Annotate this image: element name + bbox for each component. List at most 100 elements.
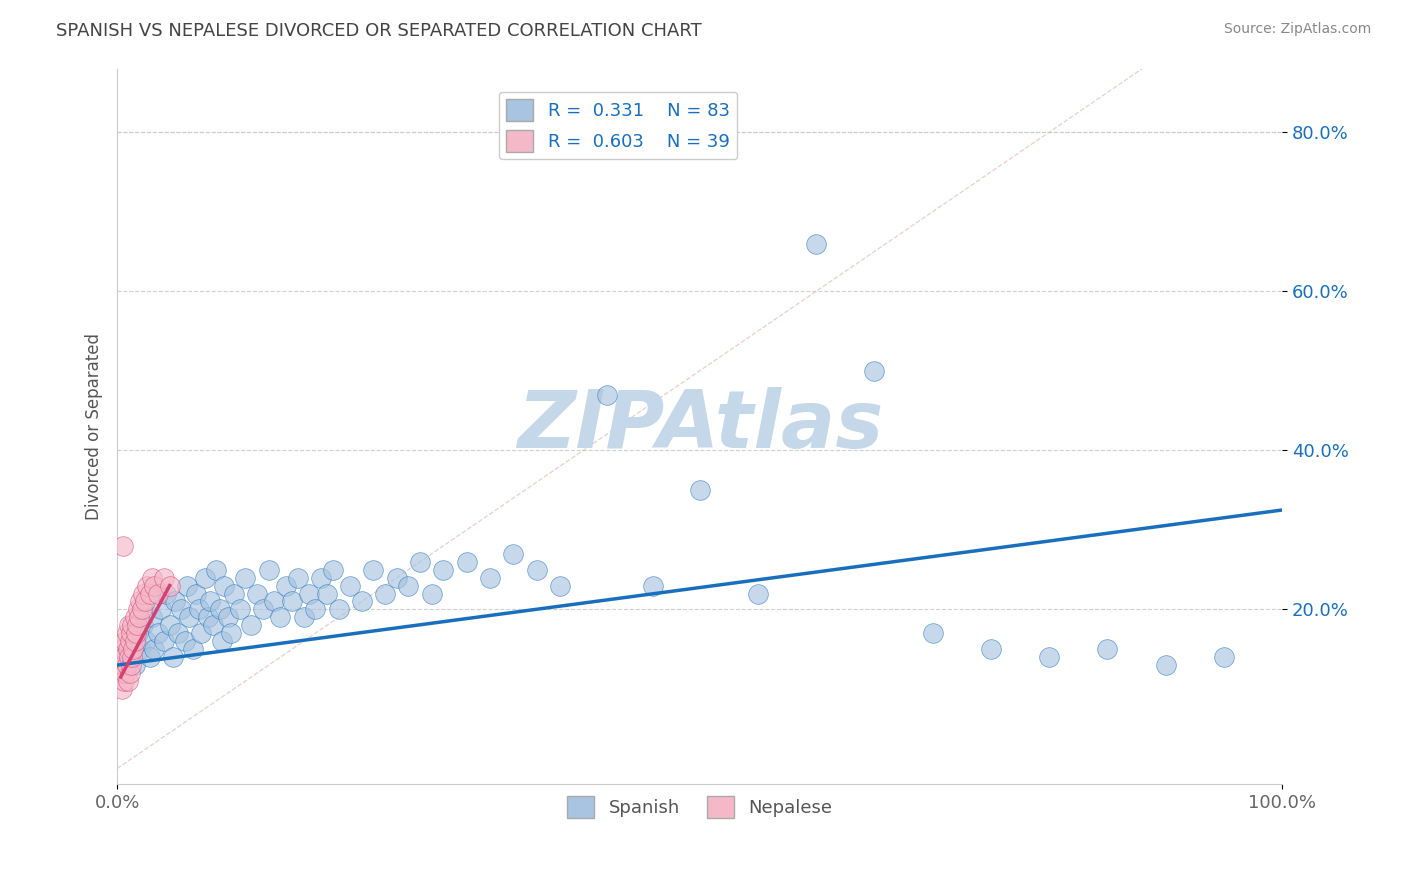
Point bbox=[350, 594, 373, 608]
Point bbox=[125, 618, 148, 632]
Point bbox=[689, 483, 711, 497]
Point bbox=[179, 610, 201, 624]
Point bbox=[214, 578, 236, 592]
Point bbox=[111, 658, 134, 673]
Point bbox=[110, 666, 132, 681]
Point bbox=[117, 642, 139, 657]
Point bbox=[274, 578, 297, 592]
Text: ZIPAtlas: ZIPAtlas bbox=[516, 387, 883, 466]
Point bbox=[112, 673, 135, 688]
Point bbox=[139, 650, 162, 665]
Point bbox=[228, 602, 250, 616]
Point bbox=[980, 642, 1002, 657]
Point bbox=[152, 634, 174, 648]
Point bbox=[292, 610, 315, 624]
Point bbox=[125, 626, 148, 640]
Point bbox=[150, 602, 173, 616]
Point bbox=[269, 610, 291, 624]
Point bbox=[479, 571, 502, 585]
Point bbox=[118, 634, 141, 648]
Point bbox=[127, 602, 149, 616]
Point bbox=[132, 618, 155, 632]
Point bbox=[374, 586, 396, 600]
Point bbox=[222, 586, 245, 600]
Point bbox=[111, 650, 134, 665]
Point bbox=[363, 563, 385, 577]
Point bbox=[201, 618, 224, 632]
Point bbox=[120, 658, 142, 673]
Point bbox=[747, 586, 769, 600]
Point bbox=[118, 618, 141, 632]
Point bbox=[643, 578, 665, 592]
Point bbox=[205, 563, 228, 577]
Point bbox=[181, 642, 204, 657]
Point bbox=[322, 563, 344, 577]
Point bbox=[304, 602, 326, 616]
Point bbox=[456, 555, 478, 569]
Point bbox=[141, 610, 163, 624]
Point bbox=[129, 642, 152, 657]
Point bbox=[112, 650, 135, 665]
Point bbox=[420, 586, 443, 600]
Point bbox=[120, 634, 142, 648]
Point bbox=[200, 594, 222, 608]
Point bbox=[1038, 650, 1060, 665]
Point bbox=[152, 571, 174, 585]
Point bbox=[135, 634, 157, 648]
Point bbox=[240, 618, 263, 632]
Text: SPANISH VS NEPALESE DIVORCED OR SEPARATED CORRELATION CHART: SPANISH VS NEPALESE DIVORCED OR SEPARATE… bbox=[56, 22, 702, 40]
Point bbox=[162, 650, 184, 665]
Text: Source: ZipAtlas.com: Source: ZipAtlas.com bbox=[1223, 22, 1371, 37]
Point bbox=[502, 547, 524, 561]
Point bbox=[398, 578, 420, 592]
Point bbox=[548, 578, 571, 592]
Point bbox=[136, 578, 159, 592]
Point bbox=[309, 571, 332, 585]
Point bbox=[129, 594, 152, 608]
Point bbox=[197, 610, 219, 624]
Point bbox=[124, 610, 146, 624]
Point bbox=[385, 571, 408, 585]
Point bbox=[166, 626, 188, 640]
Point bbox=[111, 642, 134, 657]
Point bbox=[124, 634, 146, 648]
Point bbox=[186, 586, 208, 600]
Point bbox=[208, 602, 231, 616]
Point bbox=[211, 634, 233, 648]
Point bbox=[132, 586, 155, 600]
Point bbox=[120, 626, 142, 640]
Point bbox=[257, 563, 280, 577]
Point bbox=[143, 642, 166, 657]
Point bbox=[159, 618, 181, 632]
Point bbox=[122, 642, 145, 657]
Point bbox=[127, 626, 149, 640]
Point bbox=[114, 634, 136, 648]
Legend: Spanish, Nepalese: Spanish, Nepalese bbox=[560, 789, 839, 825]
Point bbox=[806, 236, 828, 251]
Point bbox=[252, 602, 274, 616]
Point bbox=[233, 571, 256, 585]
Point bbox=[121, 650, 143, 665]
Point bbox=[165, 594, 187, 608]
Point bbox=[139, 586, 162, 600]
Point bbox=[131, 602, 153, 616]
Point bbox=[170, 602, 193, 616]
Point bbox=[118, 642, 141, 657]
Point bbox=[143, 578, 166, 592]
Point bbox=[1097, 642, 1119, 657]
Point bbox=[526, 563, 548, 577]
Point bbox=[315, 586, 337, 600]
Point bbox=[115, 658, 138, 673]
Point bbox=[263, 594, 285, 608]
Point bbox=[217, 610, 239, 624]
Point bbox=[863, 364, 886, 378]
Point bbox=[159, 578, 181, 592]
Point bbox=[221, 626, 243, 640]
Point bbox=[117, 673, 139, 688]
Point bbox=[339, 578, 361, 592]
Point bbox=[121, 618, 143, 632]
Point bbox=[176, 578, 198, 592]
Point bbox=[409, 555, 432, 569]
Point bbox=[246, 586, 269, 600]
Point bbox=[155, 586, 177, 600]
